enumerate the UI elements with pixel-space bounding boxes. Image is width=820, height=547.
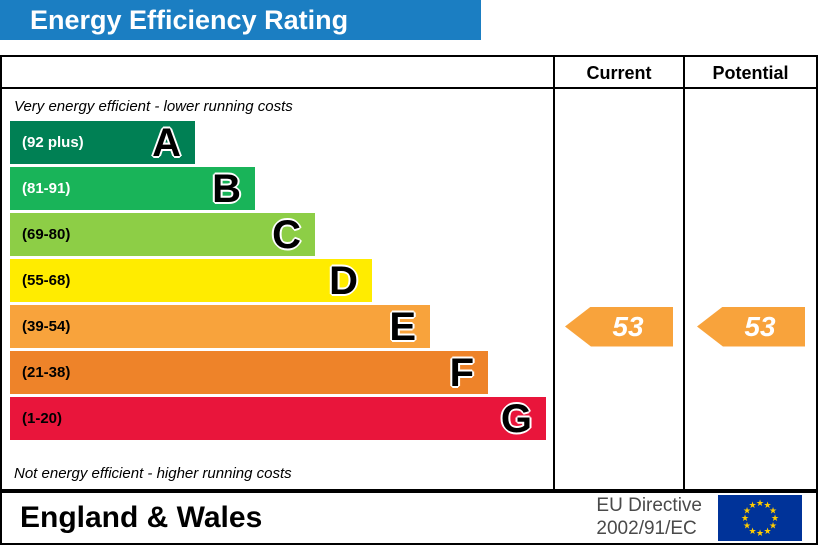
band-letter: F [449, 350, 474, 395]
svg-text:★: ★ [756, 529, 764, 539]
band-range-label: (55-68) [22, 272, 71, 289]
band-row-b: (81-91) B [10, 167, 553, 210]
band-letter: G [500, 396, 532, 441]
band-bar-a: (92 plus) A [10, 121, 195, 164]
footer-bar: England & Wales EU Directive 2002/91/EC … [0, 491, 818, 545]
svg-text:★: ★ [741, 514, 749, 524]
eu-directive-line2: 2002/91/EC [596, 518, 697, 539]
band-bar-e: (39-54) E [10, 305, 430, 348]
eu-directive-label: EU Directive 2002/91/EC [596, 495, 718, 541]
band-range-label: (69-80) [22, 226, 71, 243]
svg-text:★: ★ [756, 499, 764, 509]
band-list: (92 plus) A (81-91) B (69-80) C [2, 118, 553, 443]
band-chart-column: Very energy efficient - lower running co… [2, 91, 553, 489]
svg-text:★: ★ [771, 514, 779, 524]
band-row-f: (21-38) F [10, 351, 553, 394]
band-row-c: (69-80) C [10, 213, 553, 256]
current-column-header: Current [586, 63, 652, 83]
band-range-label: (81-91) [22, 180, 71, 197]
svg-text:★: ★ [769, 522, 777, 532]
potential-rating-value: 53 [744, 310, 776, 342]
band-row-a: (92 plus) A [10, 121, 553, 164]
svg-text:★: ★ [743, 507, 751, 517]
svg-text:★: ★ [748, 527, 756, 537]
band-range-label: (1-20) [22, 410, 63, 427]
band-letter: C [272, 212, 301, 257]
band-bar-f: (21-38) F [10, 351, 488, 394]
band-letter: E [389, 304, 416, 349]
current-rating-arrow: 53 [565, 306, 673, 347]
title-bar: Energy Efficiency Rating [0, 0, 481, 40]
svg-text:★: ★ [763, 527, 771, 537]
band-bar-c: (69-80) C [10, 213, 315, 256]
band-row-e: (39-54) E [10, 305, 553, 348]
band-row-d: (55-68) D [10, 259, 553, 302]
svg-text:★: ★ [769, 507, 777, 517]
bottom-caption: Not energy efficient - higher running co… [14, 465, 292, 482]
band-range-label: (92 plus) [22, 134, 84, 151]
potential-column-header: Potential [712, 63, 789, 83]
top-caption: Very energy efficient - lower running co… [14, 98, 293, 115]
band-bar-b: (81-91) B [10, 167, 255, 210]
svg-text:★: ★ [743, 522, 751, 532]
column-divider-potential [683, 57, 685, 489]
eu-directive-line1: EU Directive [596, 495, 702, 517]
table-header-row: Current Potential [2, 57, 816, 89]
page-title: Energy Efficiency Rating [30, 5, 349, 35]
band-letter: B [212, 166, 241, 211]
svg-text:★: ★ [748, 501, 756, 511]
band-row-g: (1-20) G [10, 397, 553, 440]
band-range-label: (39-54) [22, 318, 71, 335]
current-rating-value: 53 [612, 310, 644, 342]
band-bar-g: (1-20) G [10, 397, 546, 440]
band-letter: D [329, 258, 358, 303]
rating-table: Current Potential Very energy efficient … [0, 55, 818, 491]
potential-rating-arrow: 53 [697, 306, 805, 347]
column-divider-current [553, 57, 555, 489]
eu-flag-icon: ★ ★ ★ ★ ★ ★ ★ ★ ★ ★ ★ ★ [718, 495, 802, 541]
band-letter: A [152, 120, 181, 165]
band-range-label: (21-38) [22, 364, 71, 381]
band-bar-d: (55-68) D [10, 259, 372, 302]
region-label: England & Wales [20, 501, 263, 534]
svg-text:★: ★ [763, 501, 771, 511]
